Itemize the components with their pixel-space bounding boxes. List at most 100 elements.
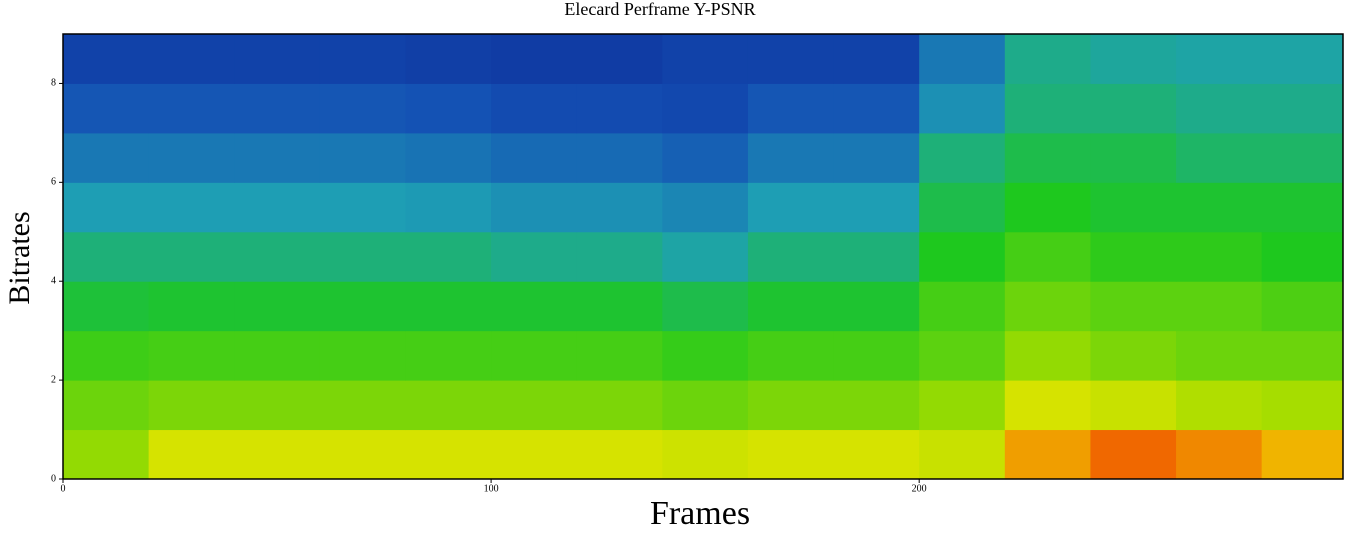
heatmap-cell: [1090, 34, 1177, 84]
heatmap-cell: [662, 429, 749, 479]
heatmap-cell: [662, 83, 749, 134]
heatmap-cell: [747, 281, 835, 332]
heatmap-cell: [319, 429, 406, 479]
heatmap-cell: [1176, 182, 1263, 233]
heatmap-cell: [1261, 83, 1343, 134]
heatmap-cell: [747, 182, 835, 233]
heatmap-cell: [63, 182, 150, 233]
heatmap-cell: [319, 132, 406, 183]
heatmap-cell: [747, 132, 835, 183]
heatmap-cell: [662, 34, 749, 84]
heatmap-cell: [1090, 182, 1177, 233]
heatmap-cell: [747, 83, 835, 134]
heatmap-cell: [833, 330, 920, 381]
heatmap-cell: [1090, 281, 1177, 332]
heatmap-cell: [148, 34, 235, 84]
heatmap-cell: [148, 330, 235, 381]
x-tick-label: 100: [484, 483, 499, 494]
heatmap-cell: [234, 231, 321, 282]
heatmap-cell: [319, 231, 406, 282]
heatmap-cell: [576, 380, 663, 431]
heatmap-cell: [576, 83, 663, 134]
heatmap-cell: [405, 330, 492, 381]
heatmap-cell: [833, 182, 920, 233]
heatmap-cell: [833, 380, 920, 431]
heatmap-cell: [405, 281, 492, 332]
plot-frame: [62, 33, 1344, 480]
heatmap-cell: [576, 429, 663, 479]
heatmap-cell: [1261, 132, 1343, 183]
heatmap-cell: [405, 380, 492, 431]
heatmap: [63, 34, 1343, 479]
heatmap-cell: [1004, 281, 1091, 332]
heatmap-cell: [919, 132, 1006, 183]
heatmap-cell: [919, 429, 1006, 479]
heatmap-cell: [148, 132, 235, 183]
heatmap-cell: [148, 231, 235, 282]
x-tick-label: 200: [912, 483, 927, 494]
heatmap-cell: [491, 83, 578, 134]
heatmap-cell: [63, 83, 150, 134]
heatmap-cell: [662, 132, 749, 183]
heatmap-cell: [576, 34, 663, 84]
heatmap-cell: [747, 34, 835, 84]
heatmap-cell: [662, 281, 749, 332]
heatmap-cell: [405, 132, 492, 183]
heatmap-cell: [1090, 132, 1177, 183]
heatmap-cell: [1176, 330, 1263, 381]
heatmap-cell: [148, 83, 235, 134]
heatmap-cell: [319, 34, 406, 84]
heatmap-cell: [234, 380, 321, 431]
heatmap-cell: [148, 281, 235, 332]
heatmap-cell: [919, 83, 1006, 134]
heatmap-cell: [662, 231, 749, 282]
heatmap-cell: [833, 83, 920, 134]
heatmap-cell: [1090, 83, 1177, 134]
heatmap-cell: [491, 132, 578, 183]
heatmap-cell: [319, 83, 406, 134]
heatmap-cell: [1176, 34, 1263, 84]
heatmap-cell: [234, 132, 321, 183]
heatmap-cell: [919, 231, 1006, 282]
heatmap-cell: [919, 330, 1006, 381]
heatmap-cell: [234, 182, 321, 233]
y-tick-label: 4: [51, 276, 56, 287]
heatmap-cell: [919, 380, 1006, 431]
chart-title: Elecard Perframe Y-PSNR: [564, 0, 755, 19]
heatmap-cell: [1090, 330, 1177, 381]
heatmap-cell: [405, 34, 492, 84]
heatmap-cell: [491, 34, 578, 84]
x-axis-label: Frames: [650, 495, 750, 532]
heatmap-cell: [576, 132, 663, 183]
heatmap-cell: [491, 231, 578, 282]
heatmap-cell: [405, 231, 492, 282]
heatmap-cell: [63, 380, 150, 431]
heatmap-cell: [1261, 429, 1343, 479]
heatmap-cell: [1176, 231, 1263, 282]
heatmap-cell: [491, 281, 578, 332]
heatmap-cell: [1004, 330, 1091, 381]
heatmap-cell: [1176, 83, 1263, 134]
heatmap-cell: [833, 34, 920, 84]
heatmap-cell: [1261, 182, 1343, 233]
heatmap-cell: [1261, 330, 1343, 381]
heatmap-cell: [234, 429, 321, 479]
heatmap-cell: [63, 231, 150, 282]
heatmap-cell: [576, 231, 663, 282]
heatmap-cell: [1176, 132, 1263, 183]
heatmap-cell: [234, 330, 321, 381]
heatmap-cell: [491, 380, 578, 431]
heatmap-cell: [662, 330, 749, 381]
heatmap-cell: [405, 182, 492, 233]
heatmap-cell: [1004, 231, 1091, 282]
heatmap-cell: [919, 281, 1006, 332]
heatmap-cell: [1090, 429, 1177, 479]
heatmap-cell: [319, 182, 406, 233]
heatmap-cell: [1176, 380, 1263, 431]
y-tick-label: 2: [51, 374, 56, 385]
heatmap-cell: [662, 380, 749, 431]
y-tick-label: 8: [51, 78, 56, 89]
heatmap-cell: [919, 182, 1006, 233]
y-tick-label: 6: [51, 177, 56, 188]
